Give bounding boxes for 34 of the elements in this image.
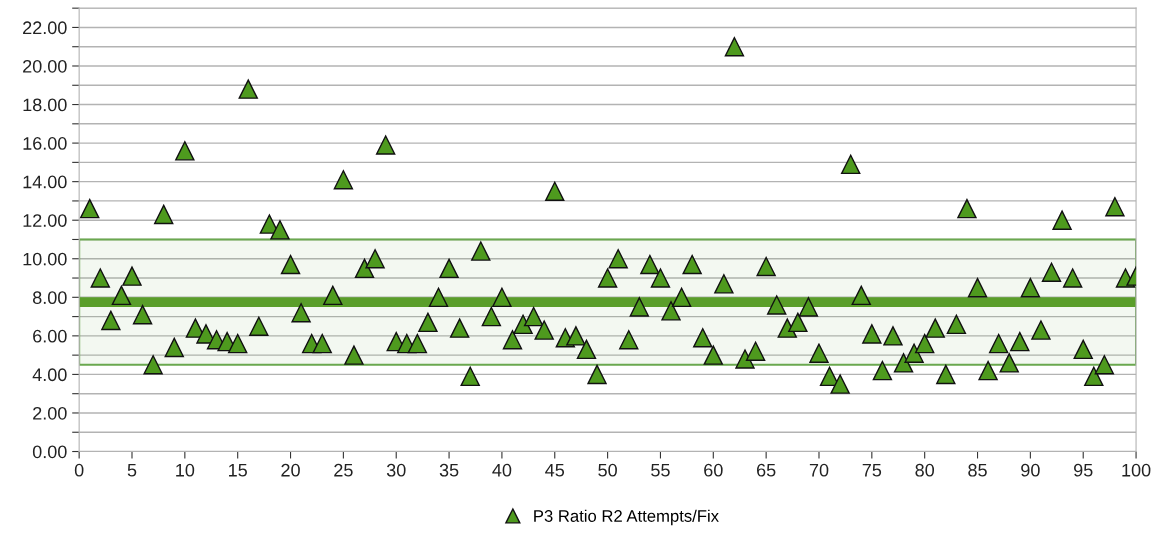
legend-label: P3 Ratio R2 Attempts/Fix: [534, 509, 719, 526]
x-tick-label: 10: [176, 463, 195, 477]
y-tick-label: 0.00: [32, 445, 67, 459]
y-tick-label: 2.00: [33, 406, 67, 420]
x-tick-label: 30: [386, 463, 406, 477]
y-tick-label: 10.00: [23, 252, 67, 266]
x-tick-label: 0: [74, 463, 84, 477]
y-tick-label: 20.00: [23, 59, 67, 73]
x-tick-label: 85: [968, 463, 987, 477]
x-tick-label: 5: [127, 463, 137, 477]
x-tick-label: 50: [598, 463, 617, 477]
y-tick-label: 4.00: [32, 368, 67, 382]
x-tick-label: 55: [651, 463, 670, 477]
y-tick-label: 16.00: [23, 137, 67, 150]
y-tick-label: 12.00: [23, 214, 67, 227]
y-tick-label: 18.00: [23, 98, 67, 112]
x-tick-label: 20: [281, 463, 300, 477]
x-tick-label: 95: [1074, 463, 1093, 477]
x-tick-label: 35: [439, 463, 459, 477]
x-tick-label: 75: [862, 463, 882, 477]
y-tick-label: 22.00: [23, 21, 67, 35]
y-tick-label: 8.00: [32, 291, 67, 305]
x-tick-label: 45: [545, 463, 565, 477]
x-tick-label: 40: [492, 463, 512, 477]
y-tick-label: 14.00: [23, 175, 67, 189]
x-tick-label: 15: [229, 463, 247, 477]
x-tick-label: 65: [757, 463, 776, 477]
y-tick-label: 6.00: [33, 329, 67, 343]
x-tick-label: 60: [704, 463, 723, 477]
x-tick-label: 25: [334, 463, 353, 477]
x-tick-label: 90: [1021, 463, 1040, 477]
x-tick-label: 80: [915, 463, 935, 477]
x-tick-label: 100: [1122, 463, 1151, 477]
x-tick-label: 70: [809, 463, 829, 477]
